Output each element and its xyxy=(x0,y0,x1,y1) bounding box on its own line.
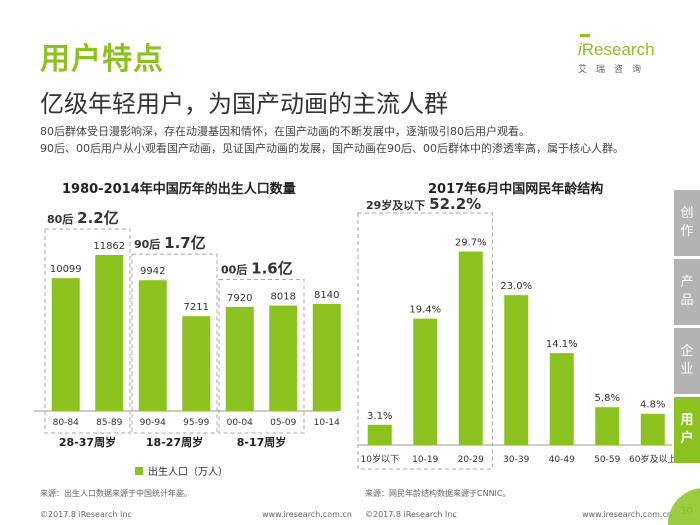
chart-1-bar xyxy=(95,254,124,411)
chart-2-value-label: 4.8% xyxy=(640,400,665,411)
chart-1-group-total: 1.6亿 xyxy=(251,260,293,278)
chart-2-tick-label: 10岁以下 xyxy=(361,453,399,465)
chart-2-bar xyxy=(595,407,620,445)
description-line-1: 80后群体受日漫影响深，存在动漫基因和情怀，在国产动画的不断发展中，逐渐吸引80… xyxy=(40,125,530,138)
chart-1-group-total: 2.2亿 xyxy=(77,209,119,227)
legend-swatch xyxy=(135,466,143,475)
chart-2-bar xyxy=(640,413,665,445)
chart-2-highlight-box xyxy=(357,212,493,470)
chart-2-value-label: 3.1% xyxy=(367,411,392,422)
chart-1-bar xyxy=(138,280,167,411)
chart-1-tick-label: 00-04 xyxy=(227,418,253,428)
chart-1-value-label: 9942 xyxy=(140,266,165,277)
iresearch-logo: iResearch 艾瑞咨询 xyxy=(578,34,668,75)
chart-2-highlight-label: 29岁及以下 52.2% xyxy=(366,195,481,213)
chart-2-tick-label: 20-29 xyxy=(458,455,484,465)
chart-1-value-label: 7211 xyxy=(184,302,209,313)
side-tab-char: 产 xyxy=(680,275,694,290)
chart-1-value-label: 7920 xyxy=(227,293,252,304)
side-tab-0[interactable]: 创作 xyxy=(674,190,700,256)
chart-2-value-label: 29.7% xyxy=(455,238,487,249)
side-tab-char: 业 xyxy=(680,362,694,377)
logo-i: i xyxy=(578,40,582,59)
chart-1-bar xyxy=(182,316,211,411)
description: 80后群体受日漫影响深，存在动漫基因和情怀，在国产动画的不断发展中，逐渐吸引80… xyxy=(40,123,670,157)
chart-1-bar xyxy=(51,278,80,411)
chart-1-legend: 出生人口（万人） xyxy=(135,463,228,478)
chart-2-value-label: 14.1% xyxy=(546,339,578,350)
legend-label: 出生人口（万人） xyxy=(148,467,228,478)
chart-1-value-label: 11862 xyxy=(93,241,125,252)
chart-1-group-box xyxy=(131,253,218,434)
chart-1-group-age: 28-37周岁 xyxy=(59,435,116,449)
chart-2-tick-label: 50-59 xyxy=(594,455,620,465)
page-subtitle: 亿级年轻用户，为国产动画的主流人群 xyxy=(40,90,448,118)
chart-2-bar xyxy=(549,353,574,445)
logo-accent-mark xyxy=(580,34,590,37)
chart-2-value-label: 23.0% xyxy=(500,281,532,292)
side-tab-char: 户 xyxy=(680,431,694,446)
chart-2-tick-label: 60岁及以上 xyxy=(629,453,676,465)
side-tabs: 创作产品企业用户 xyxy=(674,190,700,466)
source-left: 来源：出生人口数据来源于中国统计年鉴。 xyxy=(40,489,192,498)
chart-2-bar xyxy=(458,251,483,445)
side-tab-2[interactable]: 企业 xyxy=(674,328,700,394)
chart-1-value-label: 8018 xyxy=(271,292,296,303)
chart-1-tick-label: 85-89 xyxy=(96,418,122,428)
chart-1-tick-label: 80-84 xyxy=(53,418,79,428)
chart-1-bar xyxy=(269,305,298,411)
chart-1-group-age: 18-27周岁 xyxy=(146,435,203,449)
url-left[interactable]: www.iresearch.com.cn xyxy=(262,510,352,519)
chart-2-tick-label: 40-49 xyxy=(549,455,575,465)
side-tab-char: 品 xyxy=(680,293,694,308)
side-tab-char: 用 xyxy=(680,413,694,428)
chart-1-bar xyxy=(312,303,341,411)
chart-1-group-box xyxy=(44,228,131,434)
chart-1-group-total: 1.7亿 xyxy=(164,234,206,252)
side-tab-3[interactable]: 用户 xyxy=(674,397,700,463)
chart-2-bar xyxy=(367,424,392,445)
chart-2-tick-label: 10-19 xyxy=(412,455,438,465)
chart-2-bar xyxy=(504,295,529,445)
chart-1-group-age: 8-17周岁 xyxy=(237,435,287,449)
description-line-2: 90后、00后用户从小观看国产动画，见证国产动画的发展，国产动画在90后、00后… xyxy=(40,142,624,155)
chart-2-highlight-total: 52.2% xyxy=(429,195,481,213)
chart-1-tick-label: 05-09 xyxy=(270,418,296,428)
source-right: 来源：网民年龄结构数据来源于CNNIC。 xyxy=(365,489,511,498)
url-right[interactable]: www.iresearch.com.cn xyxy=(582,510,672,519)
chart-1-value-label: 8140 xyxy=(314,290,339,301)
side-tab-char: 作 xyxy=(680,224,694,239)
logo-cn: 艾瑞咨询 xyxy=(578,65,651,75)
chart-1-group-label: 80后 2.2亿 xyxy=(47,209,119,227)
chart-2-bar xyxy=(413,318,438,445)
chart-1-group-label: 90后 1.7亿 xyxy=(134,234,206,252)
side-tab-char: 创 xyxy=(680,206,694,221)
chart-1-value-label: 10099 xyxy=(50,264,82,275)
chart-1-tick-label: 90-94 xyxy=(140,418,166,428)
chart-1-group-box xyxy=(218,279,305,434)
copyright-left: ©2017.8 iResearch Inc xyxy=(40,510,132,519)
chart-1-group-label: 00后 1.6亿 xyxy=(221,260,293,278)
chart-1-bar xyxy=(225,306,254,411)
chart-1-tick-label: 10-14 xyxy=(314,418,340,428)
page-number: 30 xyxy=(680,506,693,517)
chart-1-tick-label: 95-99 xyxy=(183,418,209,428)
chart-1-title: 1980-2014年中国历年的出生人口数量 xyxy=(62,182,296,197)
side-tab-1[interactable]: 产品 xyxy=(674,259,700,325)
chart-2-title: 2017年6月中国网民年龄结构 xyxy=(428,182,604,197)
chart-2-value-label: 5.8% xyxy=(595,393,620,404)
chart-2-value-label: 19.4% xyxy=(409,305,441,316)
chart-2-tick-label: 30-39 xyxy=(503,455,529,465)
page-title: 用户特点 xyxy=(40,42,164,77)
side-tab-char: 企 xyxy=(680,344,694,359)
logo-text: Research xyxy=(581,40,655,59)
copyright-right: ©2017.8 iResearch Inc xyxy=(365,510,457,519)
